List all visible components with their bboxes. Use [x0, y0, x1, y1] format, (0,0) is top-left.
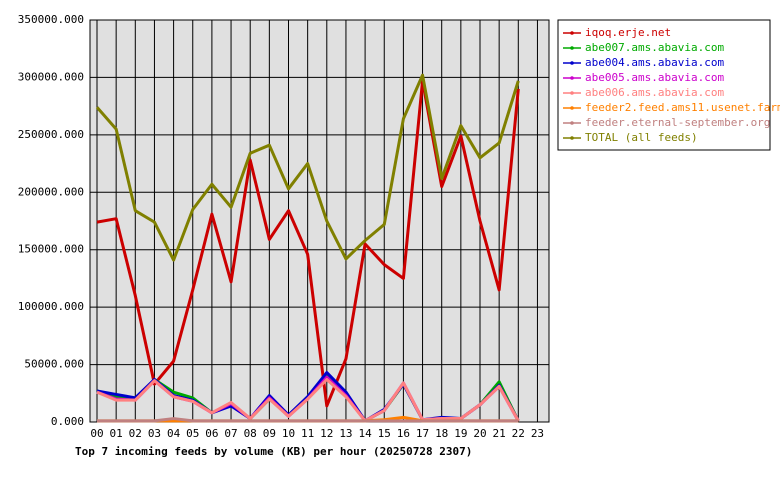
y-tick-label: 150000.000	[18, 243, 84, 256]
x-tick-label: 03	[148, 427, 161, 440]
legend-marker	[570, 91, 574, 95]
series-line	[96, 378, 520, 423]
legend-label: feeder2.feed.ams11.usenet.farm	[585, 101, 780, 114]
x-tick-label: 08	[244, 427, 257, 440]
legend-marker	[570, 121, 574, 125]
legend-label: abe006.ams.abavia.com	[585, 86, 724, 99]
x-tick-label: 15	[378, 427, 391, 440]
y-tick-label: 300000.000	[18, 70, 84, 83]
x-tick-label: 10	[282, 427, 295, 440]
legend-label: abe005.ams.abavia.com	[585, 71, 724, 84]
y-tick-label: 100000.000	[18, 300, 84, 313]
x-tick-label: 23	[531, 427, 544, 440]
legend-label: abe007.ams.abavia.com	[585, 41, 724, 54]
x-tick-label: 06	[205, 427, 218, 440]
x-tick-label: 19	[454, 427, 467, 440]
x-tick-label: 09	[263, 427, 276, 440]
x-tick-label: 13	[339, 427, 352, 440]
series-line	[96, 79, 520, 408]
x-tick-label: 04	[167, 427, 181, 440]
x-tick-label: 02	[129, 427, 142, 440]
legend-box	[557, 19, 771, 151]
x-tick-label: 17	[416, 427, 429, 440]
x-tick-label: 18	[435, 427, 448, 440]
x-tick-label: 21	[493, 427, 506, 440]
x-tick-label: 07	[224, 427, 237, 440]
legend-label: TOTAL (all feeds)	[585, 131, 698, 144]
legend-marker	[570, 106, 574, 110]
y-tick-label: 0.000	[51, 415, 84, 428]
x-tick-label: 00	[90, 427, 103, 440]
x-tick-label: 22	[512, 427, 525, 440]
legend-marker	[570, 61, 574, 65]
series-line	[97, 417, 519, 423]
x-tick-label: 20	[473, 427, 486, 440]
x-tick-label: 01	[110, 427, 123, 440]
legend-marker	[570, 136, 574, 140]
y-tick-label: 200000.000	[18, 185, 84, 198]
y-tick-label: 350000.000	[18, 13, 84, 26]
x-tick-label: 12	[320, 427, 333, 440]
legend-label: iqoq.erje.net	[585, 26, 671, 39]
legend-marker	[570, 76, 574, 80]
chart-title: Top 7 incoming feeds by volume (KB) per …	[75, 445, 472, 458]
y-tick-label: 50000.000	[24, 358, 84, 371]
legend-label: abe004.ams.abavia.com	[585, 56, 724, 69]
series-line	[95, 73, 520, 262]
x-tick-label: 14	[358, 427, 372, 440]
legend-label: feeder.eternal-september.org	[585, 116, 770, 129]
x-tick-label: 16	[397, 427, 410, 440]
x-tick-label: 05	[186, 427, 199, 440]
y-tick-label: 250000.000	[18, 128, 84, 141]
legend-marker	[570, 31, 574, 35]
legend-marker	[570, 46, 574, 50]
x-tick-label: 11	[301, 427, 314, 440]
